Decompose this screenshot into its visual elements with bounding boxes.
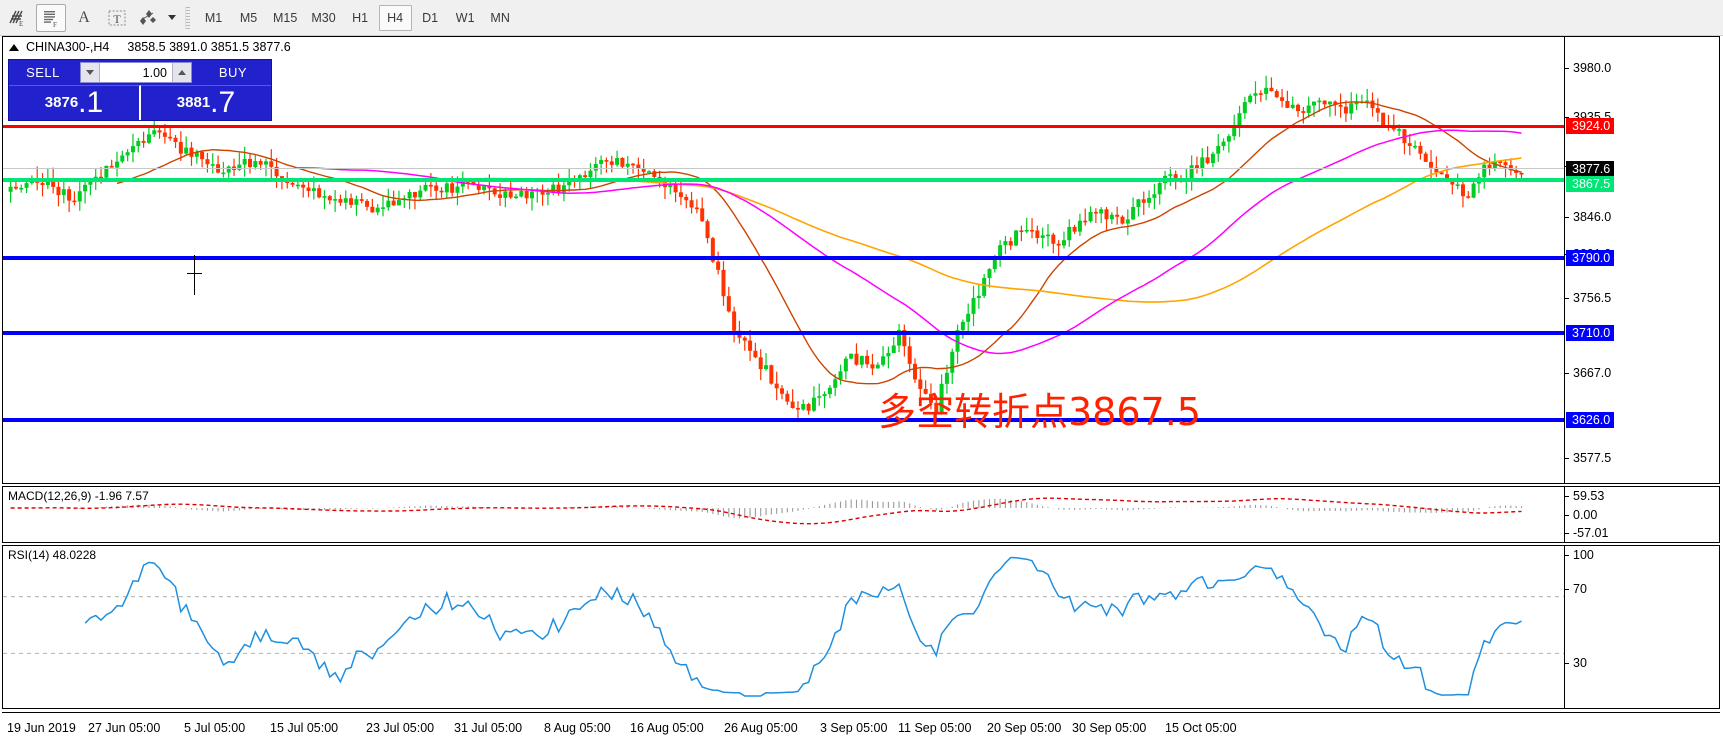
sell-price-integer: 3876 <box>44 93 79 111</box>
price-badge-support-3626: 3626.0 <box>1566 412 1615 428</box>
rsi-tick: 70 <box>1565 582 1587 596</box>
buy-label[interactable]: BUY <box>218 65 248 80</box>
price-tick: 3577.5 <box>1565 451 1611 465</box>
label-tool-icon[interactable]: T <box>102 4 132 32</box>
crosshair-horizontal <box>187 273 202 274</box>
crosshair-vertical <box>194 255 195 295</box>
rsi-pane[interactable]: RSI(14) 48.0228 100 70 30 <box>2 545 1720 709</box>
sell-label[interactable]: SELL <box>26 65 60 80</box>
sell-price-decimal: .1 <box>78 86 104 119</box>
trade-panel-price-row: 3876 .1 3881 .7 <box>9 85 271 120</box>
svg-text:E: E <box>19 20 23 28</box>
rsi-tick: 100 <box>1565 548 1594 562</box>
time-label: 20 Sep 05:00 <box>987 721 1062 735</box>
price-badge-resistance: 3924.0 <box>1566 118 1615 134</box>
price-tick: 3846.0 <box>1565 210 1611 224</box>
timeframe-m1[interactable]: M1 <box>204 10 223 25</box>
time-label: 19 Jun 2019 <box>7 721 76 735</box>
time-label: 8 Aug 05:00 <box>544 721 611 735</box>
ohlc-values: 3858.5 3891.0 3851.5 3877.6 <box>127 40 291 54</box>
last-price-line-3877 <box>3 168 1566 169</box>
trade-panel-top-row: SELL 1.00 BUY <box>9 60 271 85</box>
resistance-line-3924[interactable] <box>3 125 1566 128</box>
support-line-3710[interactable] <box>3 331 1566 335</box>
chart-annotation-text[interactable]: 多空转折点3867.5 <box>878 390 1201 434</box>
price-badge-support-3710: 3710.0 <box>1566 325 1615 341</box>
buy-price-decimal: .7 <box>210 86 236 119</box>
one-click-trading-panel[interactable]: SELL 1.00 BUY 3876 .1 3881 .7 <box>8 59 272 121</box>
volume-increase-button[interactable] <box>172 63 191 82</box>
time-label: 30 Sep 05:00 <box>1072 721 1147 735</box>
time-label: 26 Aug 05:00 <box>724 721 798 735</box>
price-tick: 3756.5 <box>1565 291 1611 305</box>
time-label: 27 Jun 05:00 <box>88 721 161 735</box>
support-line-3626[interactable] <box>3 418 1566 422</box>
volume-decrease-button[interactable] <box>81 63 100 82</box>
timeframe-h4[interactable]: H4 <box>378 4 412 31</box>
time-axis[interactable]: 19 Jun 2019 27 Jun 05:00 5 Jul 05:00 15 … <box>2 712 1720 748</box>
time-label: 15 Oct 05:00 <box>1165 721 1237 735</box>
objects-dropdown-caret-icon[interactable] <box>165 4 179 32</box>
symbol-label: CHINA300-,H4 <box>26 40 110 54</box>
price-badge-last: 3877.6 <box>1566 161 1615 177</box>
rsi-label: RSI(14) 48.0228 <box>8 548 97 562</box>
rsi-scale: 100 70 30 <box>1564 546 1719 708</box>
timeframe-mn[interactable]: MN <box>490 10 510 25</box>
volume-stepper[interactable]: 1.00 <box>80 62 192 83</box>
price-badge-support-3790: 3790.0 <box>1566 250 1615 266</box>
expert-advisors-icon[interactable]: E <box>3 4 33 32</box>
text-tool-icon[interactable]: A <box>78 8 90 26</box>
pivot-line-3867[interactable] <box>3 178 1566 182</box>
time-label: 16 Aug 05:00 <box>630 721 704 735</box>
time-label: 31 Jul 05:00 <box>454 721 523 735</box>
timeframe-d1[interactable]: D1 <box>422 10 439 25</box>
objects-list-icon[interactable] <box>135 4 165 32</box>
macd-tick: 0.00 <box>1564 508 1598 522</box>
volume-input[interactable]: 1.00 <box>142 65 167 80</box>
symbol-ohlc-header: CHINA300-,H4 3858.5 3891.0 3851.5 3877.6 <box>9 40 291 54</box>
indicators-icon[interactable]: F <box>36 3 66 32</box>
macd-scale: 59.53 0.00 -57.01 <box>1564 487 1719 542</box>
timeframe-m5[interactable]: M5 <box>239 10 258 25</box>
svg-text:T: T <box>113 12 121 26</box>
time-label: 15 Jul 05:00 <box>270 721 339 735</box>
time-label: 23 Jul 05:00 <box>366 721 435 735</box>
chart-toolbar: E F A T <box>0 0 1723 36</box>
price-badge-pivot: 3867.5 <box>1566 176 1615 192</box>
rsi-tick: 30 <box>1565 656 1587 670</box>
chart-area: CHINA300-,H4 3858.5 3891.0 3851.5 3877.6… <box>0 36 1723 751</box>
price-scale[interactable]: 3980.0 3935.5 3924.0 3890.5 3877.6 3867.… <box>1564 37 1719 483</box>
sell-button[interactable]: 3876 .1 <box>9 85 141 120</box>
macd-pane[interactable]: MACD(12,26,9) -1.96 7.57 59.53 0.00 -57.… <box>2 486 1720 543</box>
price-tick: 3667.0 <box>1565 366 1611 380</box>
macd-series <box>10 497 1523 525</box>
price-pane[interactable]: CHINA300-,H4 3858.5 3891.0 3851.5 3877.6… <box>2 36 1720 484</box>
timeframe-w1[interactable]: W1 <box>455 10 475 25</box>
timeframe-h1[interactable]: H1 <box>352 10 369 25</box>
svg-text:F: F <box>53 21 57 28</box>
timeframe-m30[interactable]: M30 <box>311 10 336 25</box>
time-label: 11 Sep 05:00 <box>898 721 972 735</box>
time-label: 3 Sep 05:00 <box>820 721 888 735</box>
macd-tick: -57.01 <box>1564 526 1609 540</box>
toolbar-separator <box>185 6 190 29</box>
macd-label: MACD(12,26,9) -1.96 7.57 <box>8 489 149 503</box>
macd-tick: 59.53 <box>1564 489 1605 503</box>
support-line-3790[interactable] <box>3 256 1566 260</box>
buy-price-integer: 3881 <box>176 93 211 111</box>
collapse-triangle-icon[interactable] <box>9 43 19 51</box>
time-label: 5 Jul 05:00 <box>184 721 246 735</box>
price-tick: 3980.0 <box>1565 61 1611 75</box>
time-axis-rule <box>2 712 1720 713</box>
rsi-series <box>3 556 1566 697</box>
timeframe-m15[interactable]: M15 <box>273 10 298 25</box>
buy-button[interactable]: 3881 .7 <box>141 85 271 120</box>
